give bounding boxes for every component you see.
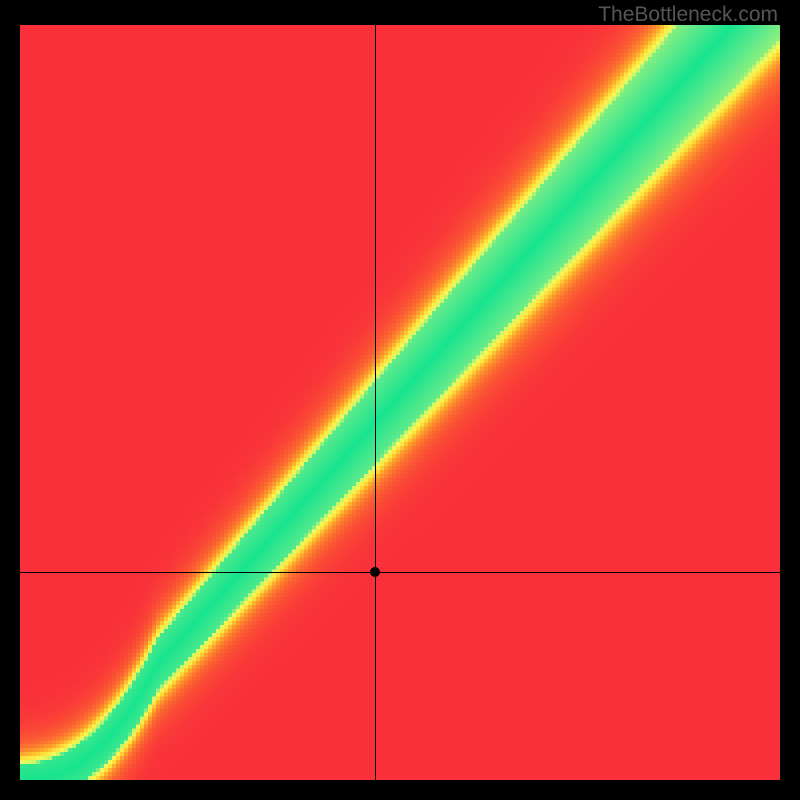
bottleneck-heatmap xyxy=(20,25,780,780)
crosshair-horizontal-line xyxy=(20,572,780,573)
chart-root: { "canvas": { "width": 800, "height": 80… xyxy=(0,0,800,800)
watermark-text: TheBottleneck.com xyxy=(598,3,778,27)
crosshair-vertical-line xyxy=(375,25,376,780)
